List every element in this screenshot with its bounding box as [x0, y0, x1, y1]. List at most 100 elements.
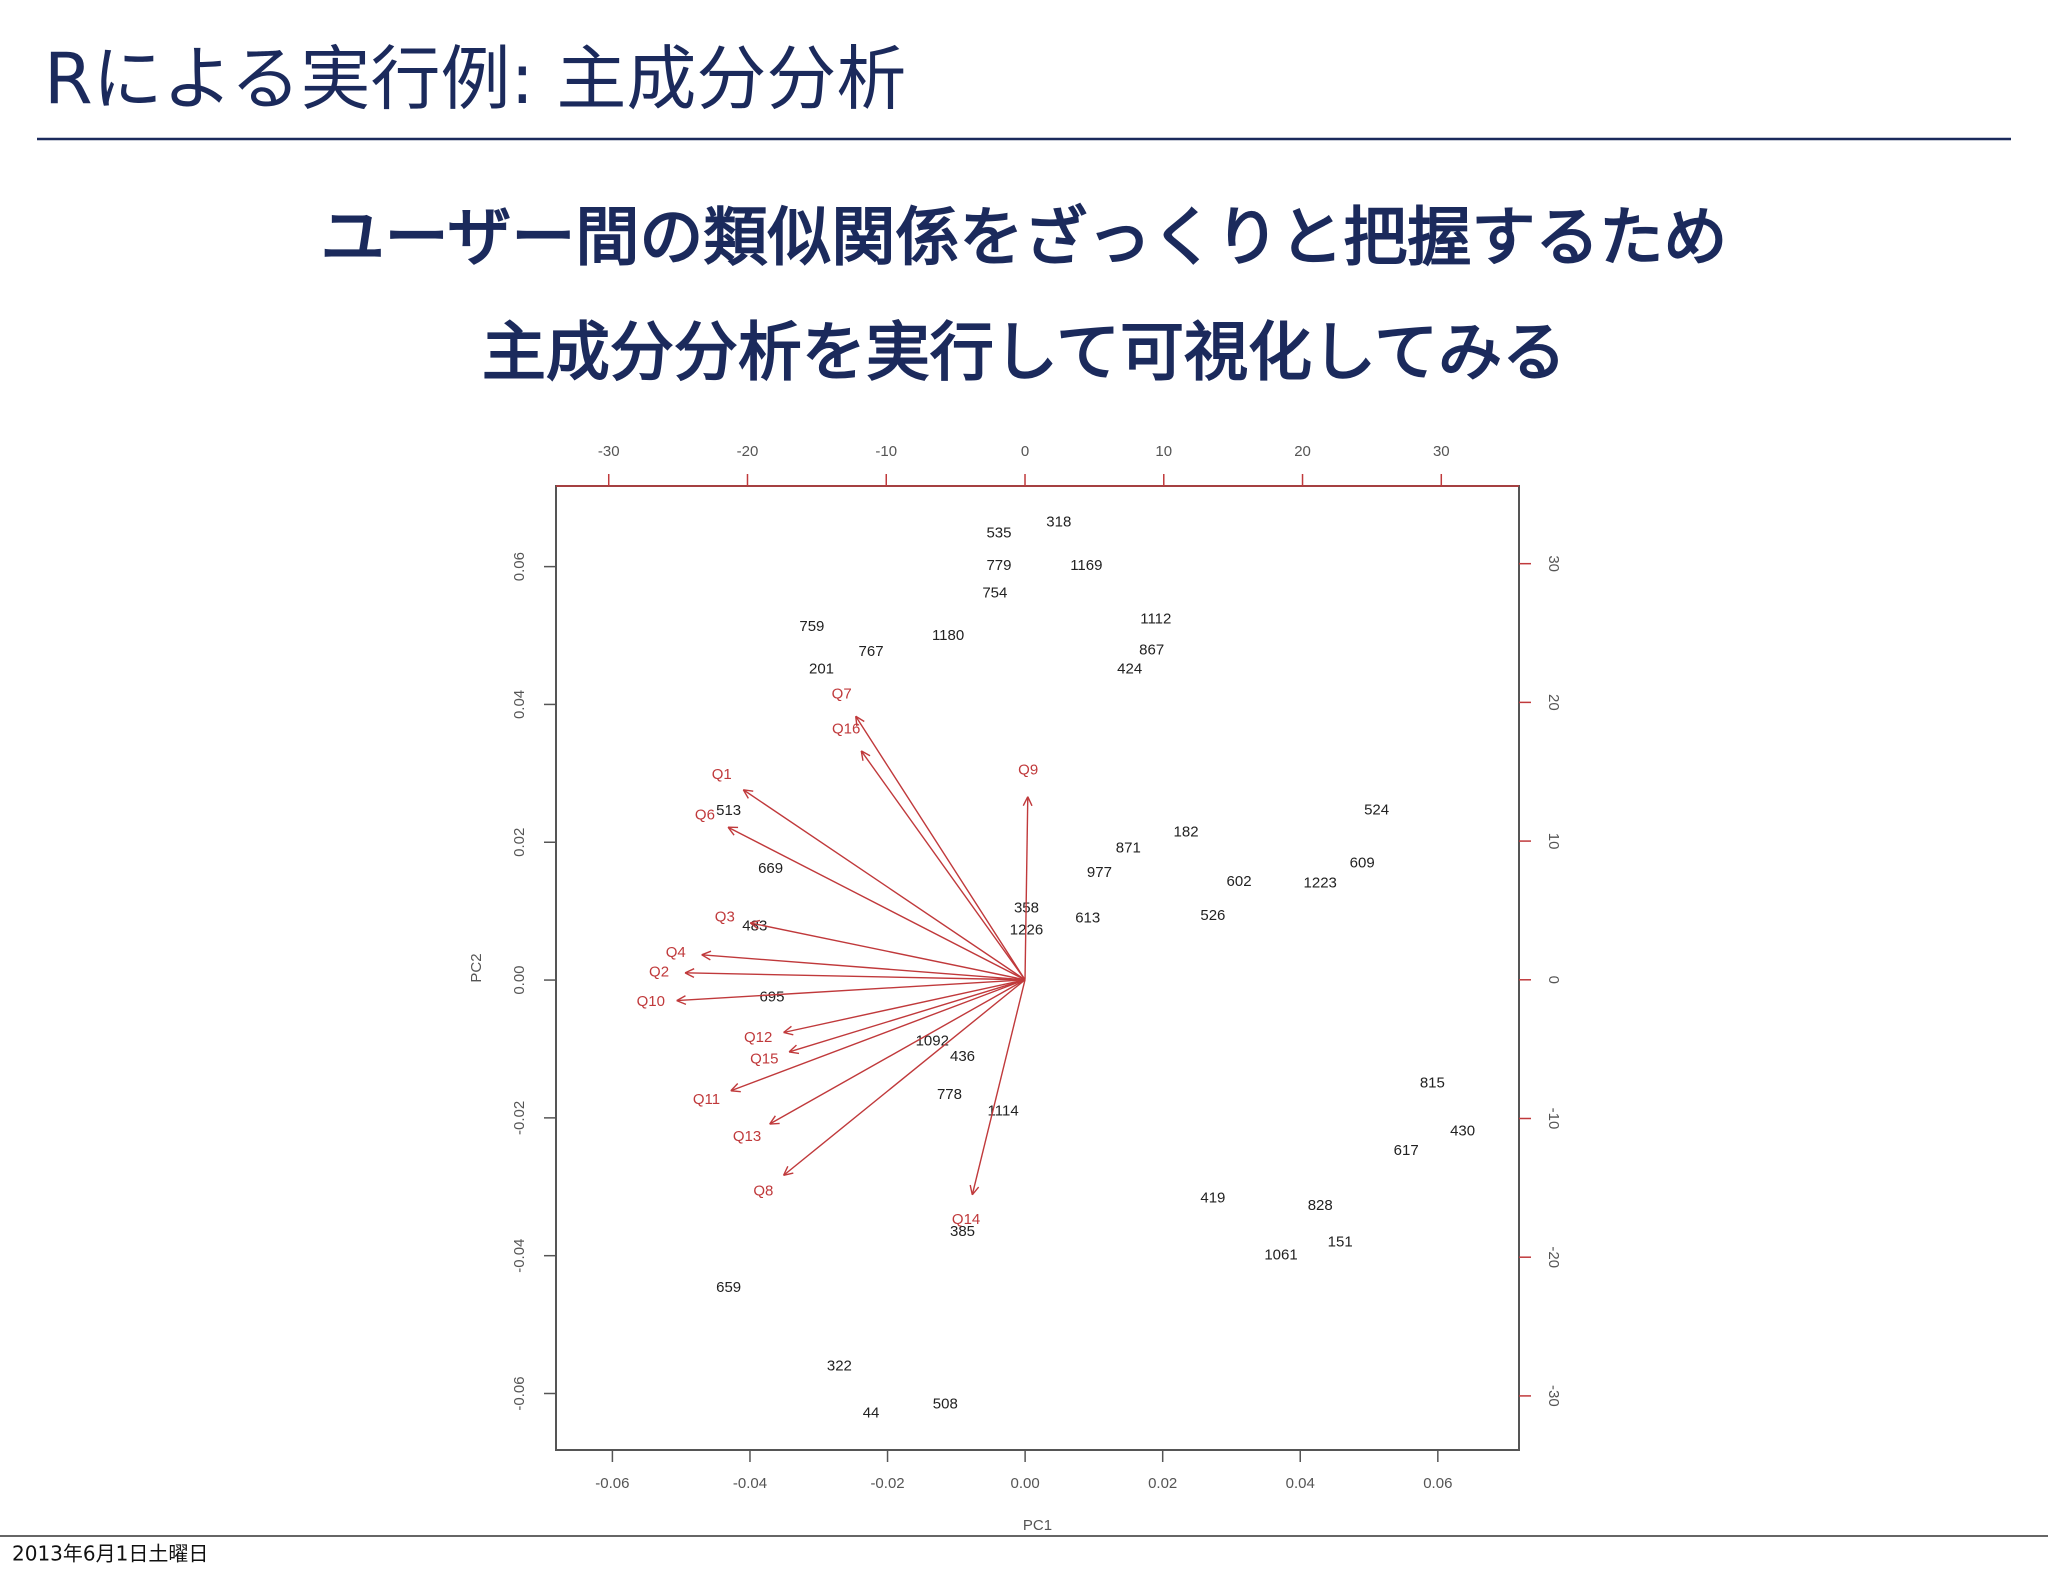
x2-tick-label: -30	[598, 443, 620, 460]
observation-label: 535	[986, 525, 1011, 542]
slide-title: Rによる実行例: 主成分分析	[44, 38, 906, 120]
observation-label: 182	[1174, 824, 1199, 841]
observation-label: 1180	[932, 627, 964, 644]
arrow-head	[855, 716, 858, 727]
observation-label: 526	[1200, 907, 1225, 924]
observation-label: 1226	[1010, 921, 1043, 938]
observation-label: 385	[950, 1223, 975, 1240]
observation-label: 151	[1328, 1234, 1353, 1251]
arrow-head	[684, 972, 695, 979]
footer-date: 2013年6月1日土曜日	[12, 1542, 208, 1566]
arrow-head	[788, 1044, 797, 1053]
loading-arrow	[1024, 796, 1029, 980]
arrow-head	[855, 715, 865, 723]
y2-tick-label: 20	[1545, 694, 1562, 711]
observation-label: 609	[1350, 855, 1375, 872]
observation-label: 1112	[1140, 611, 1171, 628]
observation-label: 430	[1450, 1123, 1475, 1140]
loading-label: Q4	[666, 944, 686, 961]
loading-label: Q14	[952, 1211, 980, 1228]
y-tick-label: -0.04	[511, 1239, 528, 1273]
arrow-head	[701, 950, 712, 956]
arrow-head	[701, 954, 711, 961]
observation-label: 419	[1200, 1189, 1225, 1206]
observation-label: 201	[809, 660, 834, 677]
loading-arrow	[769, 979, 1026, 1125]
x2-tick-label: 20	[1294, 443, 1311, 460]
arrow-head	[749, 922, 759, 930]
loading-arrow	[742, 789, 1026, 981]
observation-label: 1114	[988, 1103, 1019, 1120]
observation-label: 1169	[1070, 557, 1102, 574]
observation-label: 754	[982, 584, 1007, 601]
y-tick-label: 0.06	[511, 552, 528, 581]
y2-tick-label: 0	[1545, 976, 1562, 984]
y-axis-label: PC2	[468, 953, 485, 982]
loading-arrow	[701, 954, 1026, 981]
arrow-head	[783, 1172, 794, 1177]
loading-label: Q6	[695, 806, 715, 823]
observation-label: 322	[827, 1358, 852, 1375]
loading-arrow	[676, 979, 1026, 1002]
observation-label: 617	[1394, 1142, 1419, 1159]
y-tick-label: -0.02	[511, 1101, 528, 1135]
x2-tick-label: -20	[737, 443, 759, 460]
observation-label: 767	[859, 643, 884, 660]
loading-arrow	[783, 979, 1026, 1176]
y-tick-label: 0.02	[511, 828, 528, 857]
observation-label: 44	[863, 1404, 880, 1421]
observation-label: 424	[1117, 660, 1142, 677]
observation-label: 524	[1364, 802, 1389, 819]
arrow-head	[1027, 796, 1033, 807]
arrow-head	[676, 999, 687, 1006]
loading-arrow	[685, 972, 1026, 981]
loading-label: Q15	[750, 1050, 778, 1067]
arrow-head	[730, 1083, 739, 1092]
observation-label: 669	[758, 860, 783, 877]
heading: 主成分分析を実行して可視化してみる	[482, 317, 1566, 391]
observation-label: 695	[759, 988, 784, 1005]
observation-label: 778	[937, 1086, 962, 1103]
x2-tick-label: 0	[1021, 443, 1029, 460]
observation-label: 779	[986, 557, 1011, 574]
arrow-head	[783, 1025, 792, 1034]
y2-tick-label: -10	[1545, 1108, 1562, 1130]
observation-label: 508	[933, 1395, 958, 1412]
y2-tick-label: -20	[1545, 1246, 1562, 1268]
arrow-head	[969, 1184, 973, 1195]
observation-label: 828	[1308, 1197, 1333, 1214]
observation-label: 871	[1116, 839, 1141, 856]
observation-label: 436	[950, 1048, 975, 1065]
loading-label: Q10	[637, 993, 665, 1010]
arrow-head	[1022, 796, 1029, 806]
observation-label: 602	[1227, 873, 1252, 890]
x-tick-label: -0.02	[870, 1475, 904, 1492]
x2-tick-label: -10	[875, 443, 897, 460]
y-tick-label: 0.00	[511, 965, 528, 994]
loading-label: Q7	[832, 685, 852, 702]
loading-arrow	[971, 979, 1026, 1195]
loading-arrow	[783, 979, 1026, 1034]
loading-arrow	[860, 750, 1026, 981]
arrow-head	[750, 919, 761, 924]
loading-label: Q3	[715, 909, 735, 926]
x-tick-label: 0.06	[1423, 1475, 1452, 1492]
loading-label: Q13	[733, 1128, 761, 1145]
loading-label: Q16	[832, 721, 860, 738]
observation-label: 1061	[1264, 1247, 1297, 1264]
observation-label: 659	[716, 1279, 741, 1296]
x2-tick-label: 10	[1155, 443, 1172, 460]
x-axis-label: PC1	[1023, 1517, 1052, 1534]
arrow-head	[782, 1166, 789, 1176]
loading-arrow	[855, 715, 1026, 981]
loading-arrow	[727, 826, 1026, 981]
loading-arrow	[788, 979, 1026, 1053]
x2-tick-label: 30	[1433, 443, 1450, 460]
observation-label: 815	[1420, 1074, 1445, 1091]
x-tick-label: 0.00	[1011, 1475, 1040, 1492]
loading-arrow	[730, 979, 1026, 1092]
observation-label: 513	[716, 802, 741, 819]
observation-label: 613	[1075, 910, 1100, 927]
